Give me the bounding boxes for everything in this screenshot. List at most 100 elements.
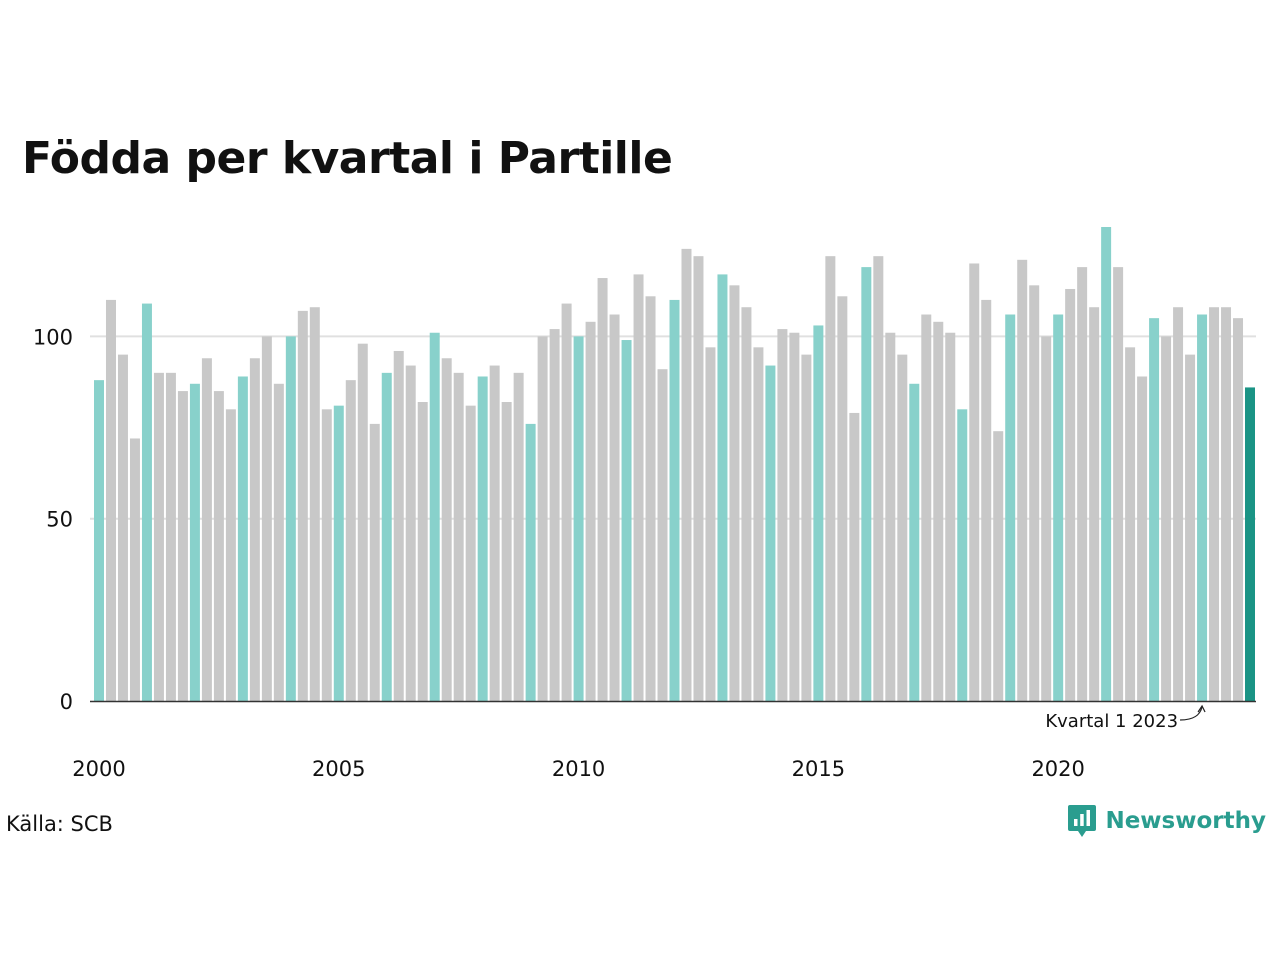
bar-42 — [597, 278, 608, 701]
bar-0 — [94, 380, 104, 701]
bar-20 — [333, 405, 344, 701]
bar-5 — [153, 372, 164, 701]
y-tick-label-50: 50 — [46, 508, 73, 532]
bar-40 — [573, 336, 584, 701]
x-tick-label-2020: 2020 — [1031, 757, 1084, 781]
bar-51 — [705, 347, 716, 701]
bar-36 — [525, 423, 536, 701]
bar-38 — [549, 329, 560, 701]
bar-92 — [1197, 314, 1208, 701]
brand-name: Newsworthy — [1105, 808, 1266, 834]
bar-2 — [117, 354, 128, 701]
bar-19 — [321, 409, 332, 701]
annotation-label: Kvartal 1 2023 — [1045, 711, 1178, 732]
annotation-arrow — [1180, 706, 1203, 721]
source-label: Källa: SCB — [6, 812, 113, 836]
bar-91 — [1185, 354, 1196, 701]
bar-75 — [993, 431, 1004, 701]
bar-71 — [945, 332, 956, 701]
bar-10 — [213, 391, 224, 701]
bar-76 — [1005, 314, 1016, 701]
bar-14 — [261, 336, 272, 701]
bar-44 — [621, 340, 632, 701]
bar-52 — [717, 274, 728, 701]
x-tick-label-2000: 2000 — [72, 757, 125, 781]
bar-82 — [1077, 267, 1088, 701]
bar-4 — [141, 303, 152, 701]
annotation: Kvartal 1 2023 — [1045, 704, 1206, 732]
bar-55 — [753, 347, 764, 701]
bar-59 — [801, 354, 812, 701]
bar-33 — [489, 365, 500, 701]
bar-69 — [921, 314, 932, 701]
bar-73 — [969, 263, 980, 701]
bar-62 — [837, 296, 848, 701]
bar-35 — [513, 372, 524, 701]
bar-60 — [813, 325, 824, 701]
bar-7 — [177, 391, 188, 701]
bar-28 — [429, 332, 440, 701]
bar-15 — [273, 383, 284, 701]
bar-41 — [585, 321, 596, 701]
bar-87 — [1137, 376, 1148, 701]
bar-24 — [381, 372, 392, 701]
bar-79 — [1041, 336, 1052, 701]
bar-11 — [225, 409, 236, 701]
bar-1 — [105, 299, 116, 701]
tick-labels: 0 50 100 2000 2005 2010 2015 2020 — [33, 325, 1085, 781]
bar-46 — [645, 296, 656, 701]
bar-6 — [165, 372, 176, 701]
bar-66 — [885, 332, 896, 701]
bar-53 — [729, 285, 740, 701]
bar-68 — [909, 383, 920, 701]
bar-31 — [465, 405, 476, 701]
bar-95 — [1233, 318, 1244, 701]
bar-93 — [1209, 307, 1220, 701]
bar-48 — [669, 299, 680, 701]
bar-23 — [369, 423, 380, 701]
bar-39 — [561, 303, 572, 701]
bar-16 — [285, 336, 296, 701]
bar-8 — [189, 383, 200, 701]
bar-47 — [657, 369, 668, 701]
bar-29 — [441, 358, 452, 701]
bar-57 — [777, 329, 788, 701]
bar-84 — [1101, 227, 1112, 701]
bar-67 — [897, 354, 908, 701]
bar-9 — [201, 358, 212, 701]
bar-17 — [297, 310, 308, 701]
bar-86 — [1125, 347, 1136, 701]
bar-37 — [537, 336, 548, 701]
bar-78 — [1029, 285, 1040, 701]
bar-65 — [873, 256, 884, 701]
bar-27 — [417, 402, 428, 701]
bar-74 — [981, 299, 992, 701]
x-tick-label-2005: 2005 — [312, 757, 365, 781]
bar-88 — [1149, 318, 1160, 701]
bar-32 — [477, 376, 488, 701]
brand-logo: Newsworthy — [1067, 804, 1266, 838]
bar-64 — [861, 267, 872, 701]
bar-56 — [765, 365, 776, 701]
bar-26 — [405, 365, 416, 701]
x-tick-label-2010: 2010 — [552, 757, 605, 781]
chart-title: Födda per kvartal i Partille — [22, 133, 673, 184]
y-tick-label-0: 0 — [60, 690, 73, 714]
bar-chart-logo-icon — [1068, 805, 1097, 837]
bar-13 — [249, 358, 260, 701]
bar-54 — [741, 307, 752, 701]
bar-70 — [933, 321, 944, 701]
bar-21 — [345, 380, 356, 701]
y-tick-label-100: 100 — [33, 325, 73, 349]
bar-96 — [1245, 387, 1255, 701]
bar-85 — [1113, 267, 1124, 701]
bar-72 — [957, 409, 968, 701]
bar-89 — [1161, 336, 1172, 701]
bar-83 — [1089, 307, 1100, 701]
bar-58 — [789, 332, 800, 701]
bar-94 — [1221, 307, 1232, 701]
x-tick-label-2015: 2015 — [792, 757, 845, 781]
bar-12 — [237, 376, 248, 701]
bar-61 — [825, 256, 836, 701]
bar-34 — [501, 402, 512, 701]
